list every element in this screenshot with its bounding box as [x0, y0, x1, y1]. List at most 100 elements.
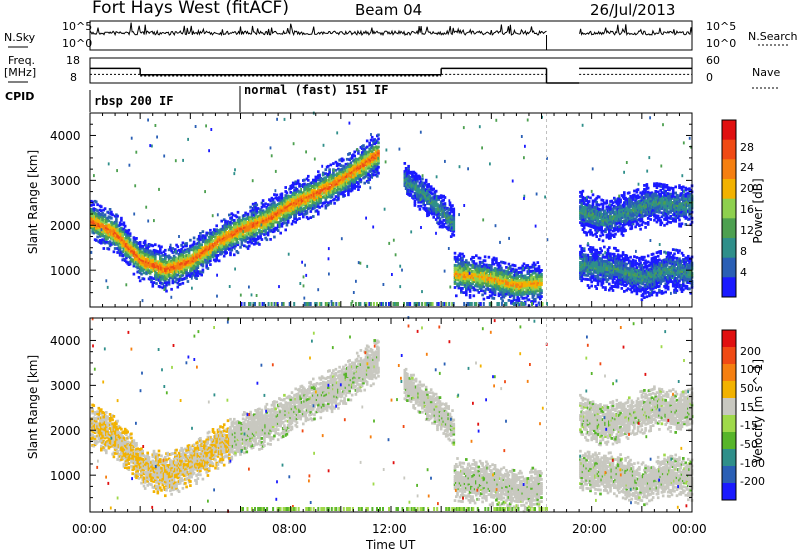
- power-cell: [407, 185, 410, 188]
- power-cell: [458, 264, 462, 268]
- power-cell: [407, 183, 410, 186]
- power-cell: [230, 226, 234, 230]
- power-cell: [176, 277, 180, 281]
- power-cell: [377, 161, 380, 165]
- power-cell: [165, 283, 168, 287]
- power-cell: [314, 181, 318, 185]
- power-cell: [110, 210, 113, 214]
- power-cell: [653, 218, 656, 222]
- power-cell: [409, 178, 413, 182]
- power-cell: [164, 259, 167, 262]
- power-cell: [181, 253, 185, 257]
- power-cell: [495, 257, 498, 261]
- power-cell: [250, 215, 254, 219]
- power-cell: [309, 198, 313, 201]
- power-cell: [220, 227, 223, 231]
- power-cell: [523, 274, 527, 278]
- power-cell: [215, 258, 218, 262]
- power-cell: [264, 214, 267, 218]
- power-cell: [175, 251, 178, 255]
- power-cell: [146, 248, 149, 252]
- power-cell: [475, 254, 478, 258]
- power-cell: [452, 229, 456, 233]
- power-cell: [181, 249, 185, 253]
- power-cell: [472, 274, 476, 277]
- power-cell: [249, 238, 252, 241]
- power-cell: [101, 238, 104, 242]
- power-cell: [154, 255, 157, 259]
- power-cell: [678, 218, 681, 222]
- power-cell: [189, 246, 192, 250]
- power-cell: [369, 138, 373, 142]
- power-cell: [211, 235, 215, 238]
- power-cell: [449, 235, 453, 238]
- power-cell: [407, 177, 410, 180]
- power-cell: [467, 263, 471, 267]
- power-cell: [462, 291, 466, 294]
- power-cell: [362, 144, 365, 147]
- power-cell: [522, 296, 526, 300]
- power-cell: [330, 179, 334, 182]
- power-cell: [125, 232, 128, 236]
- power-cell: [105, 222, 108, 225]
- power-cell: [413, 204, 417, 207]
- power-cell: [220, 252, 223, 255]
- power-cell: [251, 202, 255, 206]
- power-cell: [333, 173, 336, 177]
- power-cell: [189, 263, 192, 266]
- power-cell: [457, 286, 461, 290]
- power-cell: [121, 234, 124, 238]
- power-cell: [404, 179, 408, 182]
- power-cell: [590, 231, 593, 235]
- power-cell: [589, 196, 592, 200]
- power-cell: [646, 217, 650, 220]
- power-cell: [128, 262, 132, 266]
- power-cell: [330, 193, 334, 196]
- power-cell: [100, 209, 103, 213]
- power-cell: [113, 247, 117, 250]
- power-cell: [335, 198, 339, 202]
- power-cell: [407, 179, 410, 182]
- power-cell: [644, 189, 647, 193]
- power-cell: [196, 274, 200, 277]
- power-cell: [143, 241, 147, 245]
- power-cell: [481, 293, 484, 297]
- power-cell: [482, 285, 486, 289]
- power-cell: [159, 255, 162, 258]
- power-cell: [307, 201, 310, 204]
- power-cell: [431, 192, 434, 196]
- power-cell: [125, 234, 128, 238]
- power-cell: [137, 276, 141, 279]
- power-cell: [146, 266, 149, 270]
- power-cell: [121, 244, 124, 248]
- power-cell: [192, 242, 196, 246]
- power-cell: [120, 226, 123, 230]
- power-cell: [261, 209, 265, 213]
- power-cell: [452, 233, 456, 237]
- power-cell: [317, 184, 320, 188]
- power-cell: [155, 278, 158, 281]
- power-cell: [175, 243, 178, 247]
- power-cell: [118, 247, 122, 251]
- power-cell: [324, 178, 328, 182]
- power-cell: [127, 228, 131, 232]
- power-cell: [269, 229, 272, 233]
- power-cell: [443, 204, 447, 207]
- power-cell: [261, 199, 265, 202]
- power-cell: [322, 171, 325, 175]
- power-cell: [347, 193, 350, 197]
- power-cell: [452, 223, 456, 227]
- power-cell: [597, 203, 601, 207]
- power-cell: [179, 260, 182, 264]
- power-cell: [473, 288, 477, 292]
- power-cell: [377, 151, 380, 155]
- power-cell: [266, 207, 270, 210]
- power-cell: [340, 185, 344, 189]
- power-cell: [329, 201, 333, 205]
- power-cell: [452, 217, 456, 221]
- power-cell: [284, 186, 287, 189]
- power-cell: [433, 192, 437, 196]
- power-cell: [122, 229, 126, 233]
- power-cell: [161, 282, 165, 286]
- power-cell: [313, 206, 316, 210]
